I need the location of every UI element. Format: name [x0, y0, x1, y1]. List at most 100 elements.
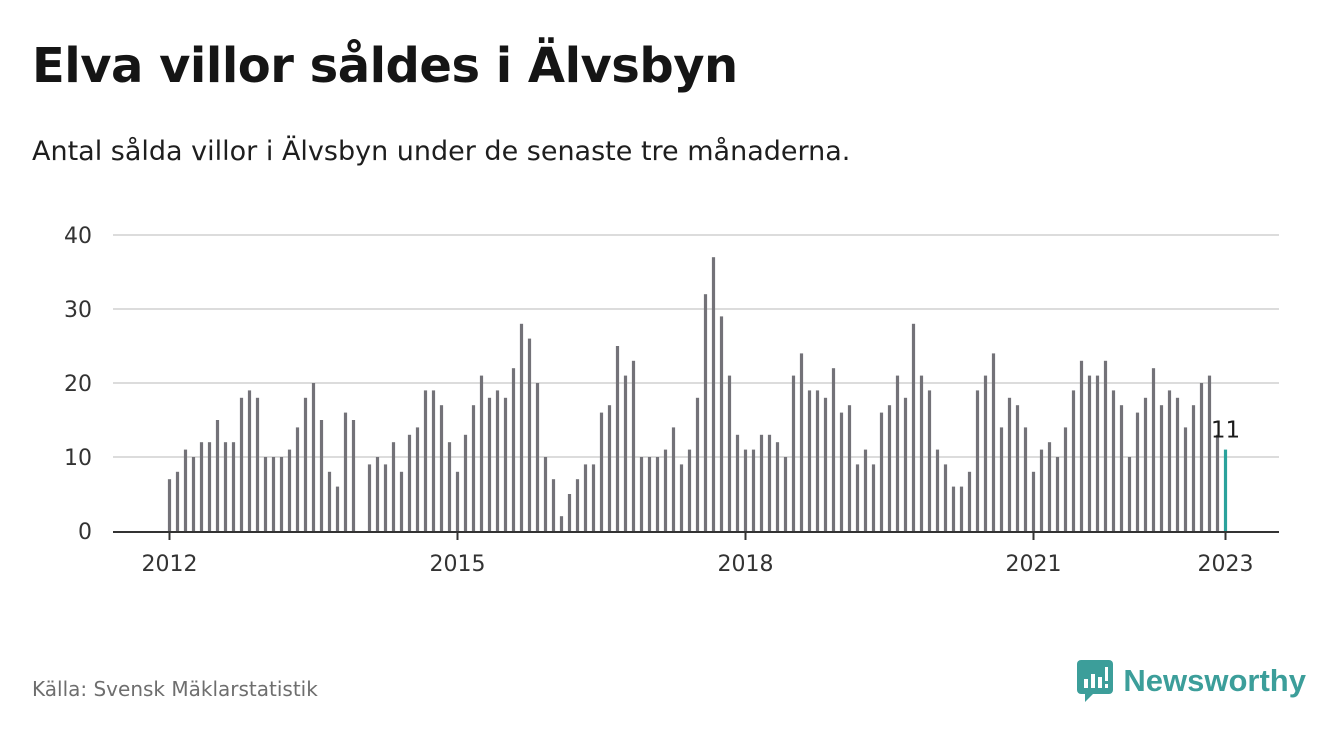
bar — [223, 442, 228, 531]
y-tick-label: 10 — [64, 446, 92, 471]
bar — [903, 397, 908, 531]
bar — [687, 449, 692, 531]
bar — [479, 375, 484, 531]
bar — [1063, 427, 1068, 531]
bar — [1111, 390, 1116, 531]
bar — [599, 412, 604, 531]
bar — [1007, 397, 1012, 531]
bar — [255, 397, 260, 531]
data-labels: 11 — [1211, 418, 1240, 444]
bar — [503, 397, 508, 531]
bar — [719, 316, 724, 531]
bar — [543, 457, 548, 531]
bar — [655, 457, 660, 531]
bar — [991, 353, 996, 531]
bar — [823, 397, 828, 531]
bar — [463, 434, 468, 531]
bar — [863, 449, 868, 531]
bar — [1159, 405, 1164, 531]
x-tick-label: 2021 — [1006, 552, 1062, 577]
bar — [615, 346, 620, 531]
bar — [879, 412, 884, 531]
bar — [511, 368, 516, 531]
bar — [327, 471, 332, 531]
bar — [1079, 360, 1084, 531]
x-tick-label: 2012 — [142, 552, 198, 577]
bar — [591, 464, 596, 531]
bar — [607, 405, 612, 531]
y-tick-label: 40 — [64, 224, 92, 249]
bar — [551, 479, 556, 531]
bar — [199, 442, 204, 531]
bar — [319, 420, 324, 531]
bar — [791, 375, 796, 531]
bar — [895, 375, 900, 531]
bar — [951, 486, 956, 531]
bar — [311, 383, 316, 531]
chart-subtitle: Antal sålda villor i Älvsbyn under de se… — [32, 136, 851, 167]
y-tick-label: 30 — [64, 298, 92, 323]
bar — [567, 494, 572, 531]
x-tick-label: 2023 — [1198, 552, 1254, 577]
bar — [431, 390, 436, 531]
bar — [247, 390, 252, 531]
bar — [711, 257, 716, 531]
newsworthy-brand[interactable]: Newsworthy — [1077, 660, 1306, 702]
bar — [415, 427, 420, 531]
brand-name: Newsworthy — [1123, 663, 1306, 698]
bar — [215, 420, 220, 531]
bars — [167, 257, 1228, 531]
bar — [1151, 368, 1156, 531]
bar — [303, 397, 308, 531]
bar — [287, 449, 292, 531]
y-tick-label: 20 — [64, 372, 92, 397]
x-tick-label: 2015 — [430, 552, 486, 577]
bar — [575, 479, 580, 531]
y-axis: 0 10 20 30 40 — [64, 224, 92, 545]
bar — [639, 457, 644, 531]
bar — [183, 449, 188, 531]
bar — [295, 427, 300, 531]
chart-title: Elva villor såldes i Älvsbyn — [32, 38, 738, 94]
bar — [351, 420, 356, 531]
bar — [1143, 397, 1148, 531]
x-tick-label: 2018 — [718, 552, 774, 577]
bar — [383, 464, 388, 531]
bar — [695, 397, 700, 531]
bar — [583, 464, 588, 531]
bar — [1167, 390, 1172, 531]
bar — [1039, 449, 1044, 531]
bar — [679, 464, 684, 531]
bar — [1071, 390, 1076, 531]
bar — [175, 471, 180, 531]
bar — [807, 390, 812, 531]
bar — [759, 434, 764, 531]
bar — [487, 397, 492, 531]
bar — [367, 464, 372, 531]
bar — [231, 442, 236, 531]
bar — [1135, 412, 1140, 531]
bar — [335, 486, 340, 531]
bar — [623, 375, 628, 531]
bar — [935, 449, 940, 531]
bar — [391, 442, 396, 531]
bar — [1095, 375, 1100, 531]
bar — [1031, 471, 1036, 531]
bar — [271, 457, 276, 531]
y-tick-label: 0 — [78, 520, 92, 545]
bar — [631, 360, 636, 531]
bar — [559, 516, 564, 531]
bar — [239, 397, 244, 531]
bar — [167, 479, 172, 531]
bar — [1047, 442, 1052, 531]
newsworthy-logo-icon — [1077, 660, 1114, 702]
bar — [727, 375, 732, 531]
bar — [855, 464, 860, 531]
bar — [263, 457, 268, 531]
bar — [967, 471, 972, 531]
bar — [279, 457, 284, 531]
bar — [783, 457, 788, 531]
bar — [999, 427, 1004, 531]
bar — [191, 457, 196, 531]
